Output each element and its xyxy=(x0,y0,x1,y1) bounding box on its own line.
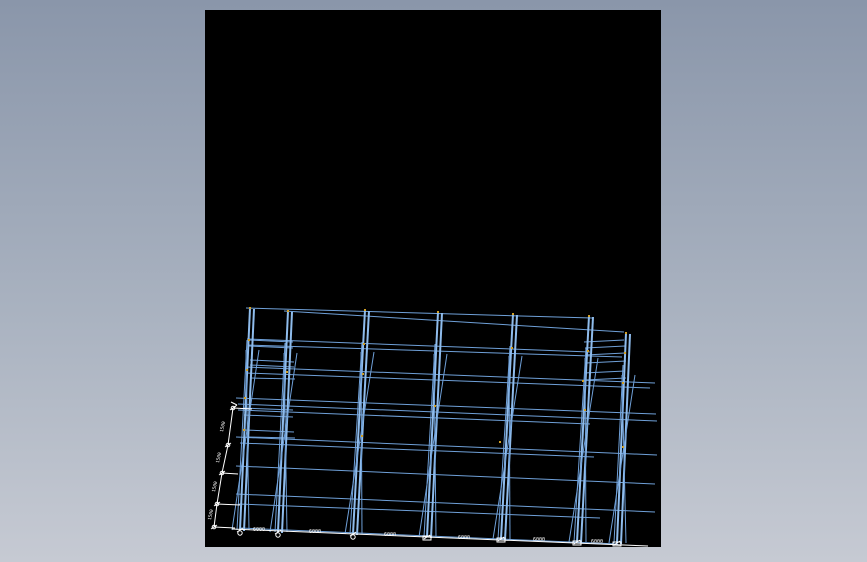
node-dot xyxy=(249,307,251,309)
girt-line xyxy=(583,339,625,343)
dimension-label: 1500 xyxy=(211,481,219,493)
rail-line xyxy=(283,310,625,333)
rail-line xyxy=(239,442,595,458)
extension-line xyxy=(216,503,241,506)
rail-line xyxy=(237,503,601,519)
node-dot xyxy=(587,350,589,352)
brace-line xyxy=(584,357,587,543)
node-dot xyxy=(243,429,245,431)
column-line xyxy=(423,343,436,538)
rail-line xyxy=(246,338,591,353)
rail-line xyxy=(235,465,656,485)
rail-line xyxy=(235,493,656,513)
column-line xyxy=(277,310,289,533)
node-dot xyxy=(512,313,514,315)
rail-line xyxy=(245,307,593,319)
cad-viewport[interactable]: 6000 6000 6000 6000 6000 6000 1500 1500 1500 1500 xyxy=(205,10,661,547)
column-line xyxy=(616,332,627,544)
brace-line xyxy=(508,355,511,540)
brace-line xyxy=(344,351,375,535)
column-line xyxy=(613,364,624,544)
column-line xyxy=(497,345,511,540)
dimension-label: 6000 xyxy=(533,537,545,543)
column-line xyxy=(239,307,251,531)
brace-line xyxy=(418,353,448,538)
dimension-label: 6000 xyxy=(309,529,321,535)
node-dot xyxy=(434,405,436,407)
node-dot xyxy=(361,435,363,437)
dimension-terminator xyxy=(230,401,238,406)
brace-line xyxy=(269,352,298,533)
base-circle xyxy=(350,534,356,540)
column-line xyxy=(426,311,439,538)
node-dot xyxy=(246,369,248,371)
dimension-label: 6000 xyxy=(253,527,265,533)
extension-line xyxy=(213,526,236,529)
wireframe-structure-drawing: 6000 6000 6000 6000 6000 6000 1500 1500 1500 1500 xyxy=(207,307,658,547)
node-dot xyxy=(622,382,624,384)
girt-line xyxy=(249,359,295,363)
brace-line xyxy=(245,349,250,531)
base-plate xyxy=(422,535,432,541)
brace-line xyxy=(360,351,363,535)
girt-line xyxy=(584,377,627,381)
brace-line xyxy=(608,374,636,544)
base-circle xyxy=(275,532,281,538)
rail-line xyxy=(235,436,658,456)
node-dot xyxy=(287,310,289,312)
brace-line xyxy=(231,349,260,531)
brace-line xyxy=(283,352,288,533)
node-dot xyxy=(499,441,501,443)
column-line xyxy=(352,309,366,535)
dimension-terminator xyxy=(232,404,238,409)
extension-line xyxy=(221,472,239,475)
node-dot xyxy=(364,309,366,311)
brace-line xyxy=(568,357,599,543)
column-line xyxy=(236,339,248,531)
node-dot xyxy=(622,446,624,448)
base-plate xyxy=(612,541,622,547)
node-dot xyxy=(588,315,590,317)
node-dot xyxy=(582,380,584,382)
dimension-label: 6000 xyxy=(384,532,396,538)
extension-line xyxy=(232,407,253,410)
column-line xyxy=(576,315,590,543)
base-plate xyxy=(572,540,582,546)
dimension-label: 1500 xyxy=(207,509,215,521)
node-dot xyxy=(437,311,439,313)
column-line xyxy=(274,342,286,533)
column-line xyxy=(349,341,363,535)
node-dot xyxy=(363,343,365,345)
girt-line xyxy=(585,360,627,364)
dimension-label: 1500 xyxy=(219,421,227,433)
node-dot xyxy=(286,371,288,373)
node-dot xyxy=(625,332,627,334)
rail-line xyxy=(245,372,651,389)
brace-line xyxy=(492,355,523,540)
dimension-label: 6000 xyxy=(591,539,603,545)
girt-line xyxy=(247,339,294,343)
girt-line xyxy=(249,364,295,368)
node-dot xyxy=(624,352,626,354)
dimension-tick xyxy=(224,442,232,448)
dimension-label: 6000 xyxy=(458,535,470,541)
girt-line xyxy=(250,377,296,380)
dimension-line-bottom xyxy=(231,528,649,547)
rail-line xyxy=(237,409,591,425)
node-dot xyxy=(511,347,513,349)
dimension-tick-circle xyxy=(225,442,231,448)
column-line xyxy=(500,313,514,540)
node-dot xyxy=(244,397,246,399)
base-plate xyxy=(496,537,506,543)
rail-line xyxy=(235,397,657,415)
brace-line xyxy=(621,374,627,544)
base-circle xyxy=(237,530,243,536)
girt-line xyxy=(243,414,294,418)
node-dot xyxy=(362,373,364,375)
dimension-label: 1500 xyxy=(215,452,223,464)
node-dot xyxy=(248,339,250,341)
node-dot xyxy=(584,409,586,411)
brace-line xyxy=(433,353,437,538)
